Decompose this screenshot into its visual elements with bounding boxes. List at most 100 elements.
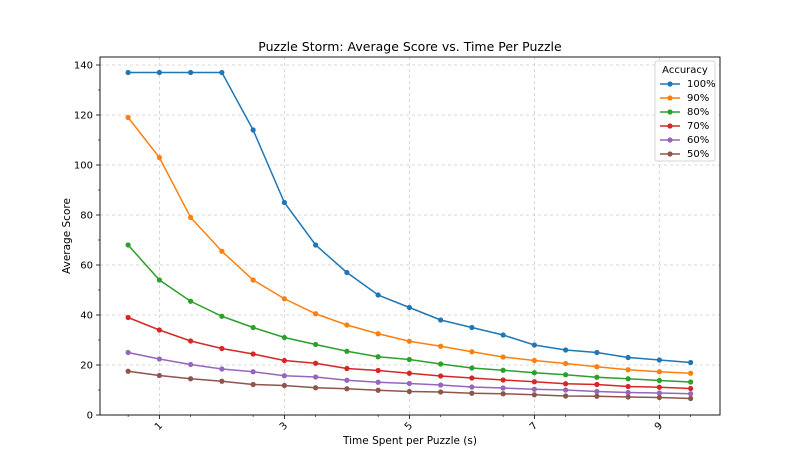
data-point [625, 354, 631, 361]
legend-marker [667, 137, 673, 143]
data-point [469, 349, 475, 355]
data-point [625, 376, 631, 382]
legend-label: 100% [687, 79, 716, 90]
data-point [469, 324, 475, 331]
data-point [313, 374, 319, 380]
data-point [406, 380, 412, 387]
data-point [438, 343, 444, 349]
chart-title: Puzzle Storm: Average Score vs. Time Per… [258, 39, 562, 54]
data-point [188, 298, 194, 304]
data-point [625, 367, 631, 373]
data-point [594, 393, 600, 399]
data-point [188, 69, 194, 76]
data-point [594, 349, 600, 356]
data-point [688, 385, 694, 392]
legend-marker [667, 123, 673, 129]
legend: Accuracy 100% 90% 80% 70% 60% 50% [654, 60, 716, 162]
data-point [156, 372, 162, 379]
data-point [531, 392, 537, 398]
data-point [156, 356, 162, 362]
data-point [156, 327, 162, 333]
data-point [188, 214, 194, 221]
x-tick-label: 3 [278, 421, 290, 433]
data-point [688, 395, 694, 402]
legend-label: 90% [687, 93, 709, 104]
data-point [250, 127, 256, 133]
data-point [219, 345, 225, 352]
data-point [563, 393, 569, 399]
data-point [250, 277, 256, 283]
data-point [219, 248, 225, 254]
legend-label: 70% [687, 121, 709, 132]
legend-label: 60% [687, 135, 709, 146]
x-axis-label: Time Spent per Puzzle (s) [342, 435, 477, 447]
data-point [688, 370, 694, 376]
data-point [375, 331, 381, 337]
data-point [125, 69, 131, 76]
legend-marker [667, 95, 673, 101]
data-point [313, 360, 319, 366]
data-point [594, 388, 600, 395]
legend-label: 80% [687, 107, 709, 118]
data-point [281, 334, 287, 341]
y-tick-label: 100 [74, 161, 93, 172]
data-point [656, 390, 662, 396]
data-point [406, 388, 412, 395]
data-point [688, 391, 694, 397]
data-point [500, 332, 506, 338]
legend-title: Accuracy [662, 65, 708, 76]
data-point [406, 370, 412, 376]
data-point [281, 199, 287, 206]
data-point [219, 378, 225, 384]
data-point [313, 341, 319, 348]
data-point [656, 384, 662, 390]
data-point [375, 387, 381, 393]
x-tick-label: 5 [403, 421, 415, 433]
data-point [125, 349, 131, 356]
data-point [594, 374, 600, 380]
data-point [375, 354, 381, 360]
data-point [375, 367, 381, 374]
data-point [469, 390, 475, 396]
data-point [656, 357, 662, 363]
data-point [500, 391, 506, 397]
data-point [281, 357, 287, 364]
grid [100, 57, 720, 416]
data-point [313, 311, 319, 317]
data-point [344, 365, 350, 372]
data-point [625, 394, 631, 400]
data-point [500, 354, 506, 360]
y-tick-label: 60 [80, 261, 93, 272]
data-point [188, 376, 194, 382]
data-point [250, 324, 256, 331]
series-group [125, 69, 694, 402]
data-point [688, 359, 694, 366]
legend-marker [667, 151, 673, 157]
data-point [281, 382, 287, 389]
data-point [219, 69, 225, 76]
data-point [531, 379, 537, 385]
data-point [438, 317, 444, 323]
data-point [531, 386, 537, 392]
data-point [125, 314, 131, 321]
x-tick-label: 7 [528, 421, 540, 433]
data-point [531, 370, 537, 376]
data-point [438, 361, 444, 367]
y-tick-label: 120 [74, 111, 93, 122]
data-point [469, 375, 475, 381]
data-point [656, 377, 662, 384]
data-point [531, 357, 537, 364]
data-point [344, 269, 350, 276]
legend-label: 50% [687, 149, 709, 160]
data-point [406, 338, 412, 344]
data-point [594, 364, 600, 370]
y-axis-label: Average Score [61, 198, 73, 274]
data-point [219, 366, 225, 372]
y-tick-label: 20 [80, 361, 93, 372]
data-point [156, 277, 162, 283]
data-point [563, 347, 569, 353]
data-point [125, 242, 131, 248]
data-point [469, 384, 475, 390]
data-point [250, 351, 256, 357]
